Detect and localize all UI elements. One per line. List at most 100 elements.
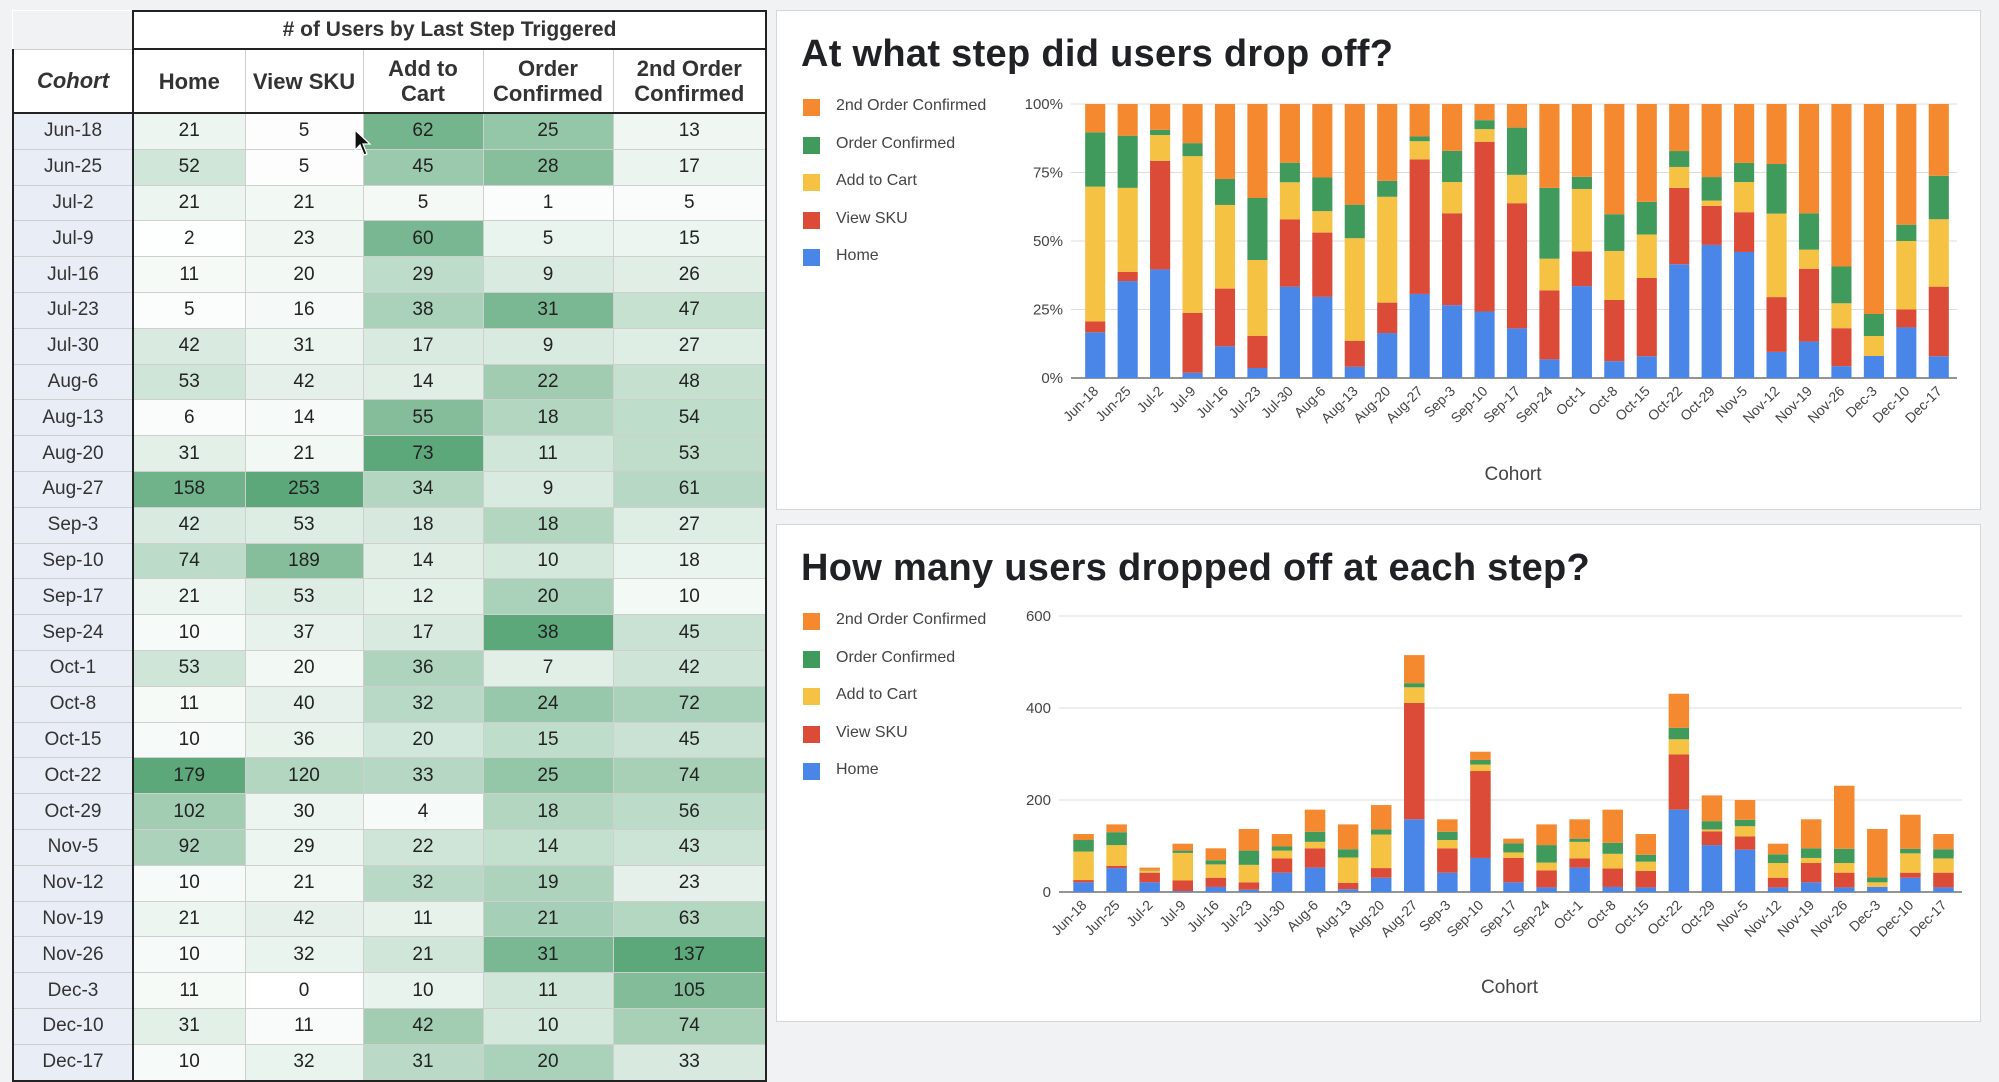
cell-2nd-order-confirmed[interactable]: 23 [612, 864, 768, 902]
cell-home[interactable]: 179 [132, 757, 246, 795]
cell-view-sku[interactable]: 120 [244, 757, 364, 795]
cell-cohort[interactable]: Jul-30 [12, 327, 134, 365]
cell-view-sku[interactable]: 21 [244, 864, 364, 902]
legend-item[interactable]: View SKU [803, 210, 986, 248]
cell-view-sku[interactable]: 40 [244, 685, 364, 723]
cell-view-sku[interactable]: 31 [244, 327, 364, 365]
cell-cohort[interactable]: Jul-9 [12, 220, 134, 258]
cell-add-to-cart[interactable]: 34 [362, 470, 484, 508]
cell-cohort[interactable]: Oct-8 [12, 685, 134, 723]
legend-item[interactable]: Order Confirmed [803, 649, 986, 687]
cell-2nd-order-confirmed[interactable]: 17 [612, 148, 768, 186]
cell-view-sku[interactable]: 30 [244, 793, 364, 830]
cell-2nd-order-confirmed[interactable]: 15 [612, 220, 768, 258]
cell-home[interactable]: 11 [132, 685, 246, 723]
cell-order-confirmed[interactable]: 11 [482, 972, 614, 1009]
cell-cohort[interactable]: Oct-15 [12, 721, 134, 759]
cell-cohort[interactable]: Jun-18 [12, 112, 134, 150]
cell-view-sku[interactable]: 20 [244, 649, 364, 687]
cell-add-to-cart[interactable]: 55 [362, 399, 484, 437]
legend-item[interactable]: View SKU [803, 724, 986, 762]
cell-2nd-order-confirmed[interactable]: 33 [612, 1043, 768, 1082]
cell-view-sku[interactable]: 0 [244, 972, 364, 1009]
cell-2nd-order-confirmed[interactable]: 54 [612, 399, 768, 437]
cell-home[interactable]: 74 [132, 542, 246, 580]
cell-add-to-cart[interactable]: 36 [362, 649, 484, 687]
cell-home[interactable]: 31 [132, 1007, 246, 1045]
cell-order-confirmed[interactable]: 5 [482, 220, 614, 258]
cell-home[interactable]: 10 [132, 936, 246, 974]
cell-view-sku[interactable]: 29 [244, 828, 364, 866]
cell-home[interactable]: 53 [132, 649, 246, 687]
cell-view-sku[interactable]: 253 [244, 470, 364, 508]
cell-add-to-cart[interactable]: 20 [362, 721, 484, 759]
cell-home[interactable]: 2 [132, 220, 246, 258]
cell-cohort[interactable]: Oct-29 [12, 793, 134, 830]
cell-2nd-order-confirmed[interactable]: 137 [612, 936, 768, 974]
cell-cohort[interactable]: Dec-17 [12, 1043, 134, 1082]
cell-home[interactable]: 11 [132, 256, 246, 293]
cell-view-sku[interactable]: 37 [244, 614, 364, 651]
cell-order-confirmed[interactable]: 10 [482, 1007, 614, 1045]
cell-cohort[interactable]: Oct-22 [12, 757, 134, 795]
cell-add-to-cart[interactable]: 29 [362, 256, 484, 293]
cell-home[interactable]: 92 [132, 828, 246, 866]
cell-2nd-order-confirmed[interactable]: 48 [612, 363, 768, 401]
cell-order-confirmed[interactable]: 9 [482, 470, 614, 508]
cell-add-to-cart[interactable]: 10 [362, 972, 484, 1009]
cell-2nd-order-confirmed[interactable]: 74 [612, 757, 768, 795]
cell-add-to-cart[interactable]: 14 [362, 542, 484, 580]
cell-add-to-cart[interactable]: 11 [362, 900, 484, 938]
cell-view-sku[interactable]: 32 [244, 936, 364, 974]
cell-view-sku[interactable]: 53 [244, 506, 364, 544]
cell-cohort[interactable]: Dec-3 [12, 972, 134, 1009]
cell-add-to-cart[interactable]: 31 [362, 1043, 484, 1082]
cell-cohort[interactable]: Sep-10 [12, 542, 134, 580]
cell-cohort[interactable]: Sep-3 [12, 506, 134, 544]
cell-2nd-order-confirmed[interactable]: 43 [612, 828, 768, 866]
cell-2nd-order-confirmed[interactable]: 56 [612, 793, 768, 830]
cell-view-sku[interactable]: 5 [244, 148, 364, 186]
cell-order-confirmed[interactable]: 24 [482, 685, 614, 723]
cell-cohort[interactable]: Sep-24 [12, 614, 134, 651]
cell-home[interactable]: 10 [132, 721, 246, 759]
cell-add-to-cart[interactable]: 62 [362, 112, 484, 150]
cell-2nd-order-confirmed[interactable]: 47 [612, 291, 768, 329]
cell-view-sku[interactable]: 53 [244, 578, 364, 616]
cell-view-sku[interactable]: 5 [244, 112, 364, 150]
cell-view-sku[interactable]: 14 [244, 399, 364, 437]
cell-2nd-order-confirmed[interactable]: 18 [612, 542, 768, 580]
cell-add-to-cart[interactable]: 5 [362, 184, 484, 222]
cell-2nd-order-confirmed[interactable]: 42 [612, 649, 768, 687]
cell-2nd-order-confirmed[interactable]: 74 [612, 1007, 768, 1045]
cell-view-sku[interactable]: 21 [244, 184, 364, 222]
legend-item[interactable]: 2nd Order Confirmed [803, 611, 986, 649]
cell-cohort[interactable]: Sep-17 [12, 578, 134, 616]
cell-add-to-cart[interactable]: 12 [362, 578, 484, 616]
cell-view-sku[interactable]: 21 [244, 435, 364, 472]
cell-order-confirmed[interactable]: 20 [482, 1043, 614, 1082]
cell-view-sku[interactable]: 16 [244, 291, 364, 329]
cell-2nd-order-confirmed[interactable]: 5 [612, 184, 768, 222]
cell-home[interactable]: 6 [132, 399, 246, 437]
cell-order-confirmed[interactable]: 9 [482, 256, 614, 293]
cell-home[interactable]: 21 [132, 112, 246, 150]
cell-2nd-order-confirmed[interactable]: 45 [612, 614, 768, 651]
cell-view-sku[interactable]: 36 [244, 721, 364, 759]
cell-cohort[interactable]: Jul-16 [12, 256, 134, 293]
cell-order-confirmed[interactable]: 11 [482, 435, 614, 472]
cell-order-confirmed[interactable]: 18 [482, 399, 614, 437]
cell-home[interactable]: 21 [132, 184, 246, 222]
cell-order-confirmed[interactable]: 14 [482, 828, 614, 866]
cell-order-confirmed[interactable]: 18 [482, 506, 614, 544]
legend-item[interactable]: Home [803, 761, 986, 799]
cell-view-sku[interactable]: 11 [244, 1007, 364, 1045]
cell-cohort[interactable]: Nov-12 [12, 864, 134, 902]
cell-home[interactable]: 5 [132, 291, 246, 329]
cell-cohort[interactable]: Nov-5 [12, 828, 134, 866]
legend-item[interactable]: Add to Cart [803, 686, 986, 724]
cell-add-to-cart[interactable]: 22 [362, 828, 484, 866]
cell-2nd-order-confirmed[interactable]: 13 [612, 112, 768, 150]
cell-cohort[interactable]: Aug-20 [12, 435, 134, 472]
cell-add-to-cart[interactable]: 38 [362, 291, 484, 329]
